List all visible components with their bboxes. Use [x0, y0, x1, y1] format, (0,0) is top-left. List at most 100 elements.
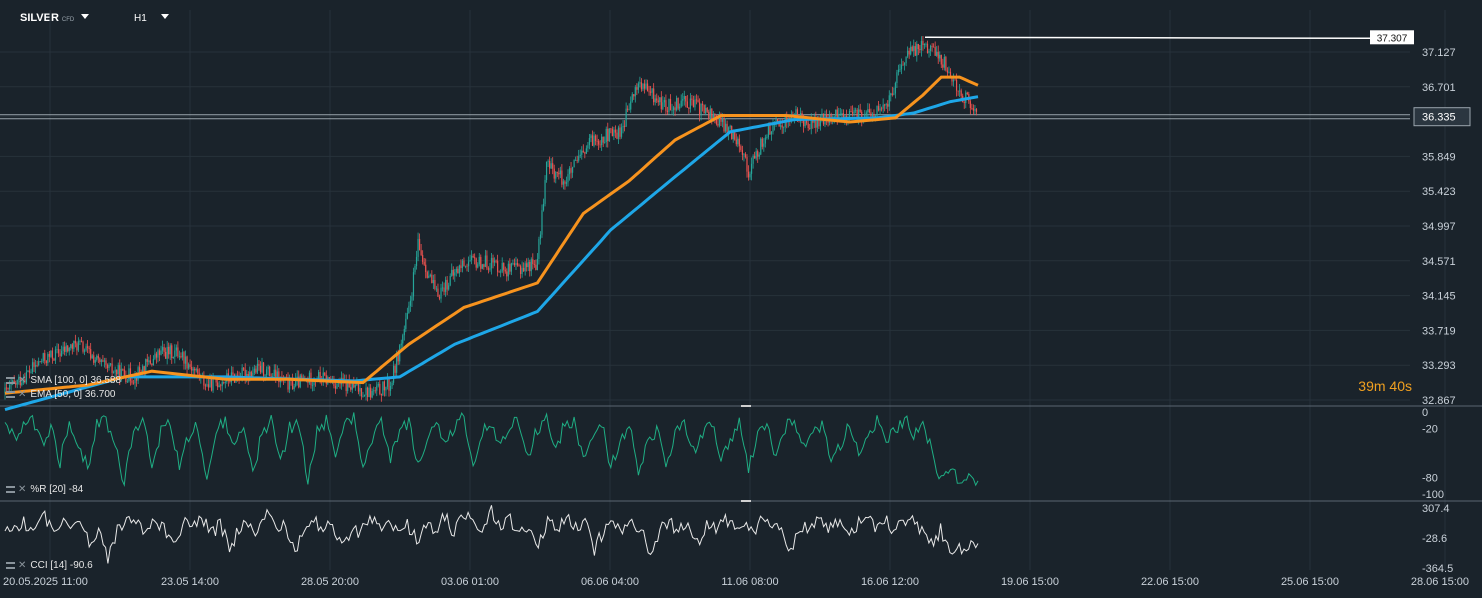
candle — [186, 355, 188, 375]
candle — [850, 105, 852, 113]
candle-body — [377, 383, 379, 386]
candle — [166, 340, 168, 365]
cci-legend[interactable]: ✕ CCI [14] -90.6 — [6, 560, 93, 571]
candle-body — [224, 381, 226, 383]
candle — [492, 254, 494, 269]
candle-body — [766, 137, 768, 138]
candle — [885, 102, 887, 109]
candle-body — [536, 258, 538, 271]
symbol-selector[interactable]: SILVER CFD — [20, 12, 90, 24]
settings-icon[interactable] — [6, 562, 15, 569]
candle — [15, 380, 17, 388]
candle-body — [590, 135, 592, 139]
candle — [122, 368, 124, 372]
candle — [891, 86, 893, 97]
candle-body — [870, 112, 872, 117]
candle-body — [437, 288, 439, 297]
symbol-type: CFD — [61, 17, 75, 23]
candle — [168, 342, 170, 359]
candle-body — [44, 353, 46, 361]
candle-body — [565, 182, 568, 184]
candle-body — [841, 113, 843, 114]
candle-body — [570, 168, 572, 173]
candle-body — [500, 271, 502, 273]
candle — [945, 55, 947, 72]
candle — [643, 79, 646, 94]
candle-body — [637, 83, 639, 90]
close-icon[interactable]: ✕ — [18, 375, 27, 386]
settings-icon[interactable] — [6, 391, 15, 398]
candle — [969, 98, 971, 115]
candle — [391, 380, 393, 390]
williams-r-legend[interactable]: ✕ %R [20] -84 — [6, 484, 83, 495]
candle — [218, 381, 220, 388]
candle — [599, 140, 601, 148]
candle-body — [322, 372, 324, 382]
candle — [94, 357, 96, 367]
candle — [518, 263, 520, 267]
candle — [431, 270, 433, 284]
candle — [36, 360, 38, 368]
candle-body — [966, 92, 968, 95]
candle — [587, 141, 589, 153]
candle — [676, 95, 678, 112]
candle — [457, 266, 459, 274]
candle-body — [45, 360, 47, 364]
candle — [705, 104, 707, 116]
candle-body — [441, 287, 444, 289]
candle-body — [555, 172, 557, 179]
candle — [868, 103, 870, 114]
candle-body — [497, 260, 499, 272]
close-icon[interactable]: ✕ — [18, 560, 27, 571]
candle — [617, 125, 620, 144]
candle-body — [945, 57, 947, 71]
cci-tick: -28.6 — [1422, 533, 1447, 545]
candle-body — [443, 287, 445, 292]
candle — [783, 126, 785, 134]
candle-body — [209, 376, 211, 388]
settings-icon[interactable] — [6, 486, 15, 493]
candle-body — [544, 180, 546, 204]
y-tick-label: 37.127 — [1422, 47, 1456, 59]
candle — [671, 103, 673, 115]
ema-legend[interactable]: ✕ EMA [50, 0] 36.700 — [6, 389, 115, 400]
candle — [475, 257, 477, 271]
candle-body — [959, 90, 961, 92]
candle — [590, 133, 592, 143]
candle-body — [974, 109, 976, 111]
timeframe-selector[interactable]: H1 — [134, 13, 169, 24]
candle-body — [102, 360, 104, 362]
candle-body — [509, 263, 511, 272]
candle-body — [848, 110, 851, 118]
close-icon[interactable]: ✕ — [18, 484, 27, 495]
candle-body — [463, 260, 465, 267]
close-icon[interactable]: ✕ — [18, 389, 27, 400]
settings-icon[interactable] — [6, 377, 15, 384]
candle — [388, 376, 390, 397]
candle-body — [350, 387, 352, 390]
candle — [702, 101, 704, 112]
candle-body — [206, 384, 208, 386]
candle — [114, 366, 116, 379]
candle-body — [223, 381, 225, 383]
candle — [530, 257, 532, 277]
candle-body — [960, 90, 962, 96]
candle-body — [669, 99, 672, 111]
candle — [180, 352, 182, 359]
candle-body — [588, 138, 591, 146]
candle-body — [746, 157, 748, 172]
candle-body — [501, 262, 503, 272]
candle-body — [383, 381, 386, 391]
candle — [373, 386, 375, 396]
candle — [628, 103, 630, 111]
candle — [129, 362, 132, 386]
candle — [34, 359, 37, 374]
candle-body — [761, 138, 763, 147]
candle-body — [724, 123, 727, 132]
candle — [10, 378, 12, 392]
candle-body — [835, 109, 837, 117]
sma-legend[interactable]: ✕ SMA [100, 0] 36.588 — [6, 375, 121, 386]
candle — [650, 85, 652, 96]
candle-body — [351, 381, 353, 390]
